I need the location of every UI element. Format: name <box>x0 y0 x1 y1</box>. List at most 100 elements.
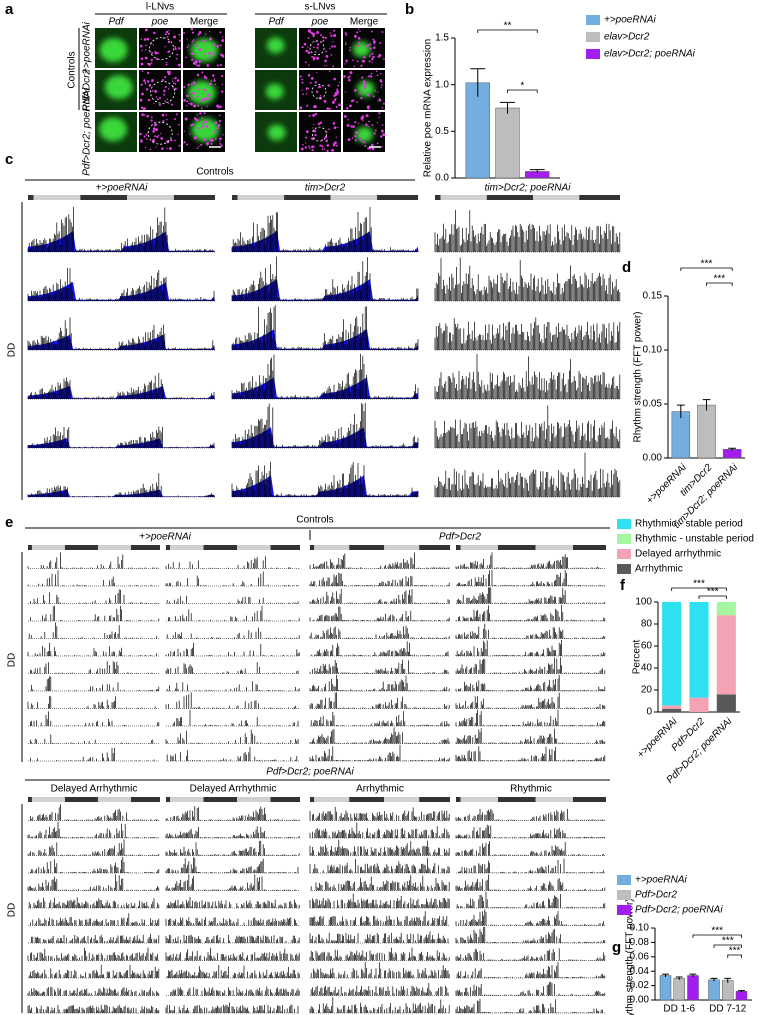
puncta <box>193 136 197 140</box>
puncta <box>195 118 199 122</box>
puncta <box>221 75 224 78</box>
puncta <box>332 41 334 43</box>
puncta <box>312 56 316 60</box>
panel-label: c <box>5 151 13 168</box>
legend-label: elav>Dcr2; poeRNAi <box>604 49 696 60</box>
puncta <box>301 45 304 49</box>
puncta <box>370 75 373 78</box>
puncta <box>158 134 160 136</box>
x-tick-label: +>poeRNAi <box>644 462 689 507</box>
puncta <box>371 147 375 151</box>
y-axis-label: Relative poe mRNA expression <box>423 39 434 177</box>
puncta <box>166 98 168 100</box>
activity-trace <box>231 461 419 497</box>
puncta <box>222 134 224 136</box>
significance-bracket <box>698 595 727 599</box>
activity-trace <box>27 267 215 301</box>
puncta <box>371 61 373 63</box>
puncta <box>323 99 327 103</box>
puncta <box>219 63 222 67</box>
light-dark-bar <box>270 797 300 802</box>
puncta <box>346 123 350 127</box>
error-bar <box>689 973 697 977</box>
puncta <box>207 93 211 97</box>
puncta <box>197 33 200 36</box>
puncta <box>146 37 150 41</box>
puncta <box>206 95 209 97</box>
error-bar <box>662 973 669 977</box>
puncta <box>333 142 336 145</box>
puncta <box>210 80 213 82</box>
activity-trace <box>28 897 160 908</box>
puncta <box>310 77 314 80</box>
light-dark-bar <box>440 195 487 200</box>
activity-trace <box>455 623 606 639</box>
puncta <box>176 79 180 82</box>
activity-area <box>28 282 215 301</box>
puncta <box>365 123 368 127</box>
puncta <box>305 49 309 53</box>
phenotype-label: Delayed Arrhythmic <box>51 784 138 795</box>
puncta <box>363 56 366 59</box>
activity-trace <box>455 808 606 821</box>
activity-trace <box>434 353 621 399</box>
puncta <box>186 143 189 146</box>
puncta <box>338 81 341 83</box>
panel-label: d <box>622 259 631 276</box>
puncta <box>152 138 156 142</box>
puncta <box>183 130 185 133</box>
bar-segment <box>716 615 736 695</box>
puncta <box>187 44 189 46</box>
significance-bracket <box>671 587 727 591</box>
activity-trace <box>310 711 450 726</box>
puncta <box>143 79 146 82</box>
cell-outline <box>147 121 173 145</box>
puncta <box>208 31 211 33</box>
puncta <box>221 39 225 42</box>
micrograph <box>139 112 181 152</box>
puncta <box>220 144 223 147</box>
activity-trace <box>165 917 298 926</box>
cell-signal <box>355 126 374 143</box>
puncta <box>368 120 371 123</box>
puncta <box>186 38 188 40</box>
activity-trace <box>165 840 300 856</box>
puncta <box>382 102 385 105</box>
legend-swatch <box>586 15 600 25</box>
puncta <box>382 133 386 137</box>
activity-trace <box>434 452 621 497</box>
puncta <box>219 142 222 145</box>
channel-label: Merge <box>350 17 379 28</box>
puncta <box>206 97 210 101</box>
y-axis-label: Percent <box>632 640 643 675</box>
puncta <box>165 61 168 64</box>
puncta <box>313 123 315 126</box>
activity-trace <box>27 839 160 856</box>
activity-area <box>232 279 418 301</box>
puncta <box>166 147 168 149</box>
puncta <box>305 136 308 139</box>
puncta <box>308 114 311 117</box>
significance-bracket <box>706 282 733 286</box>
puncta <box>333 33 337 37</box>
activity-trace <box>434 209 621 252</box>
legend-label: Rhythmic - unstable period <box>635 534 754 545</box>
puncta <box>304 142 307 144</box>
puncta <box>201 117 203 119</box>
puncta <box>311 145 314 149</box>
activity-trace <box>30 913 160 926</box>
puncta <box>336 88 339 91</box>
activity-trace <box>309 839 450 856</box>
puncta <box>309 81 312 84</box>
legend-label: Arrhythmic <box>635 564 683 575</box>
panel-label: a <box>5 1 14 18</box>
puncta <box>350 99 354 103</box>
activity-trace <box>165 642 300 656</box>
puncta <box>196 113 199 116</box>
puncta <box>155 146 157 148</box>
puncta <box>194 60 198 64</box>
activity-trace <box>165 857 299 873</box>
legend-swatch <box>586 49 600 59</box>
puncta <box>333 29 336 32</box>
